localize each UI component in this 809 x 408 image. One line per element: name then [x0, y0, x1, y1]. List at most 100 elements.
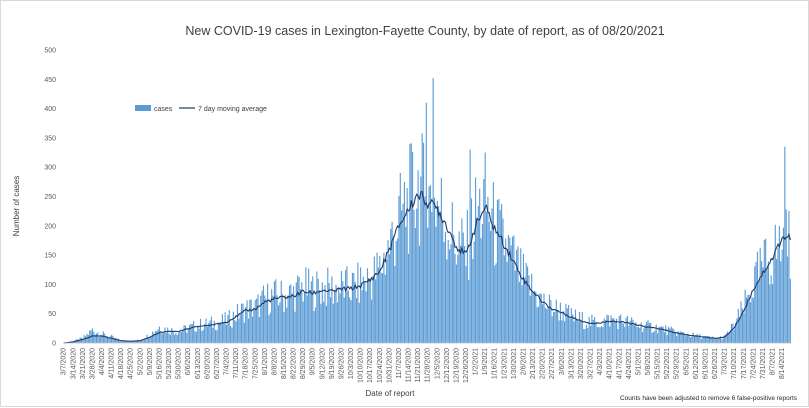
case-bar [166, 333, 167, 343]
case-bar [671, 326, 672, 343]
case-bar [626, 318, 627, 343]
case-bar [635, 322, 636, 343]
case-bar [467, 210, 468, 343]
x-tick-label: 3/7/2020 [61, 348, 68, 375]
case-bar [170, 335, 171, 343]
case-bar [624, 327, 625, 343]
x-tick-label: 7/11/2020 [233, 348, 240, 379]
case-bar [583, 329, 584, 343]
case-bar [665, 325, 666, 343]
case-bar [537, 307, 538, 343]
case-bar [766, 268, 767, 343]
case-bar [353, 273, 354, 343]
case-bar [404, 182, 405, 343]
case-bar [112, 336, 113, 343]
case-bar [750, 302, 751, 343]
case-bar [753, 298, 754, 343]
case-bar [210, 320, 211, 343]
case-bar [108, 338, 109, 343]
case-bar [263, 286, 264, 343]
case-bar [519, 282, 520, 343]
case-bar [383, 253, 384, 343]
chart-note: Counts have been adjusted to remove 6 fa… [620, 395, 798, 402]
case-bar [242, 304, 243, 343]
y-tick-label: 300 [44, 165, 56, 172]
case-bar [401, 210, 402, 343]
case-bar [435, 227, 436, 343]
case-bar [476, 219, 477, 343]
case-bar [446, 259, 447, 343]
case-bar [151, 337, 152, 343]
case-bar [542, 304, 543, 343]
case-bar [463, 233, 464, 343]
case-bar [220, 322, 221, 343]
case-bar [244, 323, 245, 343]
case-bar [732, 324, 733, 344]
case-bar [408, 254, 409, 343]
x-tick-label: 4/3/2021 [597, 348, 604, 375]
case-bar [357, 263, 358, 343]
case-bar [223, 323, 224, 343]
case-bar [253, 310, 254, 343]
case-bar [565, 304, 566, 343]
case-bar [424, 197, 425, 343]
case-bar [397, 239, 398, 343]
case-bar [97, 332, 98, 343]
x-tick-label: 6/12/2021 [693, 348, 700, 379]
legend-label-cases: cases [154, 106, 173, 113]
case-bar [420, 176, 421, 343]
x-tick-label: 11/21/2020 [415, 348, 422, 383]
case-bar [496, 263, 497, 343]
case-bar [738, 309, 739, 343]
case-bar [487, 197, 488, 343]
x-tick-label: 8/8/2020 [271, 348, 278, 375]
x-tick-label: 3/21/2020 [80, 348, 87, 379]
x-tick-label: 3/20/2021 [578, 348, 585, 379]
case-bar [234, 320, 235, 343]
case-bar [690, 337, 691, 343]
case-bar [639, 328, 640, 343]
case-bar [444, 242, 445, 343]
case-bar [749, 295, 750, 343]
x-tick-label: 12/5/2020 [434, 348, 441, 379]
case-bar [216, 330, 217, 343]
x-tick-label: 2/27/2021 [549, 348, 556, 379]
case-bar [268, 315, 269, 343]
case-bar [657, 333, 658, 343]
case-bar [156, 331, 157, 343]
case-bar [118, 338, 119, 343]
case-bar [564, 321, 565, 343]
case-bar [337, 302, 338, 343]
case-bar [266, 299, 267, 343]
case-bar [756, 262, 757, 343]
case-bar [465, 266, 466, 343]
case-bar [775, 225, 776, 343]
case-bar [667, 335, 668, 343]
case-bar [314, 311, 315, 343]
case-bar [100, 336, 101, 343]
case-bar [385, 275, 386, 343]
case-bar [450, 244, 451, 343]
case-bar [409, 144, 410, 343]
case-bar [601, 326, 602, 343]
case-bar [163, 332, 164, 343]
case-bar [647, 320, 648, 343]
case-bar [459, 231, 460, 343]
case-bar [710, 338, 711, 343]
case-bar [311, 281, 312, 343]
case-bar [764, 240, 765, 343]
case-bar [331, 276, 332, 343]
x-tick-label: 5/22/2021 [664, 348, 671, 379]
case-bar [289, 286, 290, 343]
case-bar [675, 333, 676, 343]
case-bar [233, 312, 234, 343]
case-bar [650, 323, 651, 343]
case-bar [381, 273, 382, 343]
case-bar [723, 337, 724, 343]
case-bar [103, 331, 104, 343]
case-bar [162, 333, 163, 343]
case-bar [426, 103, 427, 343]
case-bar [468, 280, 469, 343]
x-tick-label: 4/24/2021 [626, 348, 633, 379]
case-bar [543, 294, 544, 343]
